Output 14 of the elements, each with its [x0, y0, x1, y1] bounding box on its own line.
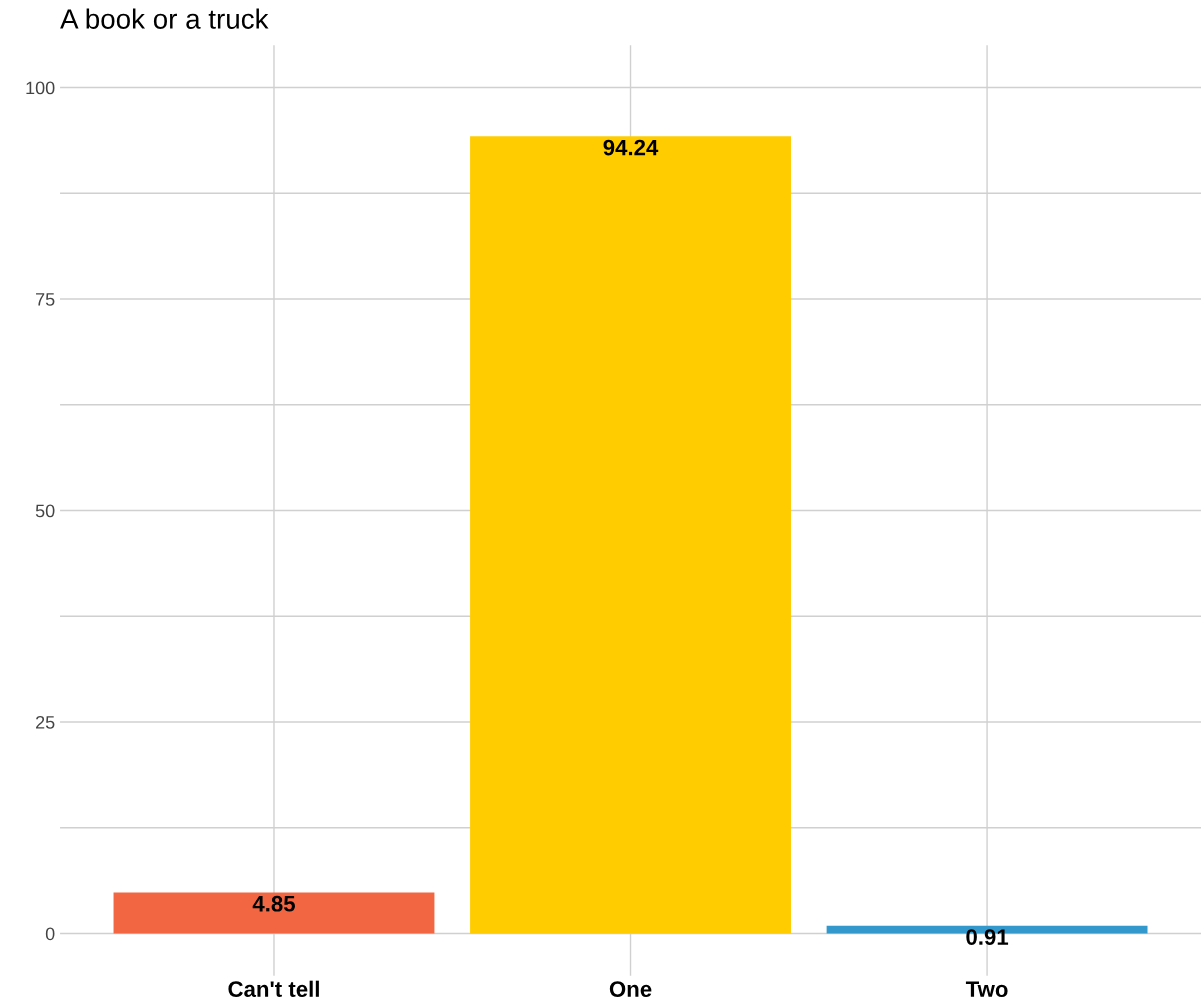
- y-tick-label: 50: [35, 504, 55, 518]
- bar: [113, 892, 435, 934]
- y-tick-label: 0: [45, 927, 55, 941]
- data-label: 4.85: [252, 895, 295, 912]
- x-tick-label: One: [609, 981, 652, 997]
- bar: [470, 136, 791, 934]
- y-tick-label: 75: [36, 293, 55, 306]
- chart-title: A book or a truck: [60, 8, 269, 29]
- data-label: 94.24: [603, 139, 659, 156]
- data-label: 0.91: [966, 929, 1009, 945]
- y-tick-label: 25: [36, 715, 55, 729]
- x-tick-label: Can't tell: [228, 980, 319, 997]
- y-tick-label: 100: [26, 81, 55, 95]
- x-tick-label: Two: [965, 981, 1008, 997]
